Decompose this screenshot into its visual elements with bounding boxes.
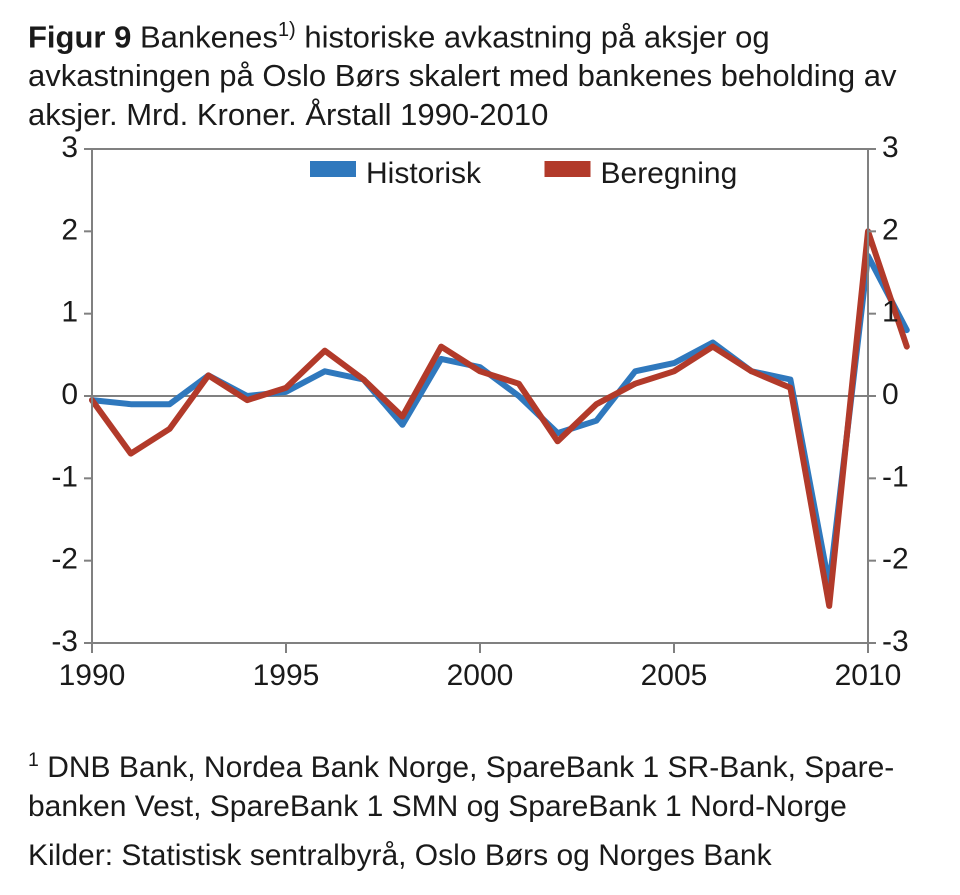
legend-swatch	[545, 161, 591, 177]
y-tick-right: -2	[882, 542, 909, 575]
legend-label: Beregning	[601, 157, 738, 190]
y-tick-left: 3	[61, 135, 78, 164]
y-tick-right: -3	[882, 625, 909, 658]
legend-label: Historisk	[366, 157, 482, 190]
y-tick-left: 1	[61, 295, 78, 328]
y-tick-right: 2	[882, 213, 899, 246]
y-tick-left: 2	[61, 213, 78, 246]
page: Figur 9 Bankenes1) historiske avkastning…	[0, 0, 960, 895]
figure-footer: 1 DNB Bank, Nordea Bank Norge, SpareBank…	[28, 748, 932, 875]
title-line-3: aksjer. Mrd. Kroner. Årstall 1990-2010	[28, 97, 548, 132]
source-line: Kilder: Statistisk sentralbyrå, Oslo Bør…	[28, 836, 932, 875]
y-tick-right: 3	[882, 135, 899, 164]
footnote-line-1: DNB Bank, Nordea Bank Norge, SpareBank 1…	[39, 751, 894, 784]
y-tick-right: 1	[882, 295, 899, 328]
y-tick-left: -3	[51, 625, 78, 658]
x-tick: 2005	[641, 659, 708, 692]
y-tick-left: -2	[51, 542, 78, 575]
x-tick: 2000	[447, 659, 514, 692]
x-tick: 1995	[253, 659, 320, 692]
title-line-2: avkastningen på Oslo Børs skalert med ba…	[28, 58, 897, 93]
x-tick: 2010	[835, 659, 902, 692]
y-tick-left: 0	[61, 378, 78, 411]
title-superscript: 1)	[278, 19, 296, 41]
y-tick-right: -1	[882, 460, 909, 493]
title-prefix: Figur 9	[28, 19, 131, 54]
footnote-line-2: banken Vest, SpareBank 1 SMN og SpareBan…	[28, 790, 847, 823]
x-tick: 1990	[59, 659, 126, 692]
figure-title: Figur 9 Bankenes1) historiske avkastning…	[28, 18, 932, 135]
line-chart: -3 -3 -2 -2 -1 -1 0 0 1 1 2 2 3 3 1990 1995 2000 2005 2010…	[28, 135, 932, 695]
chart-area: -3 -3 -2 -2 -1 -1 0 0 1 1 2 2 3 3 1990 1995 2000 2005 2010…	[28, 135, 932, 748]
footnote-marker: 1	[28, 749, 39, 771]
title-rest-1: Bankenes	[131, 19, 278, 54]
legend-swatch	[310, 161, 356, 177]
y-tick-right: 0	[882, 378, 899, 411]
title-rest-1b: historiske avkastning på aksjer og	[296, 19, 770, 54]
y-tick-left: -1	[51, 460, 78, 493]
footnote: 1 DNB Bank, Nordea Bank Norge, SpareBank…	[28, 748, 932, 826]
